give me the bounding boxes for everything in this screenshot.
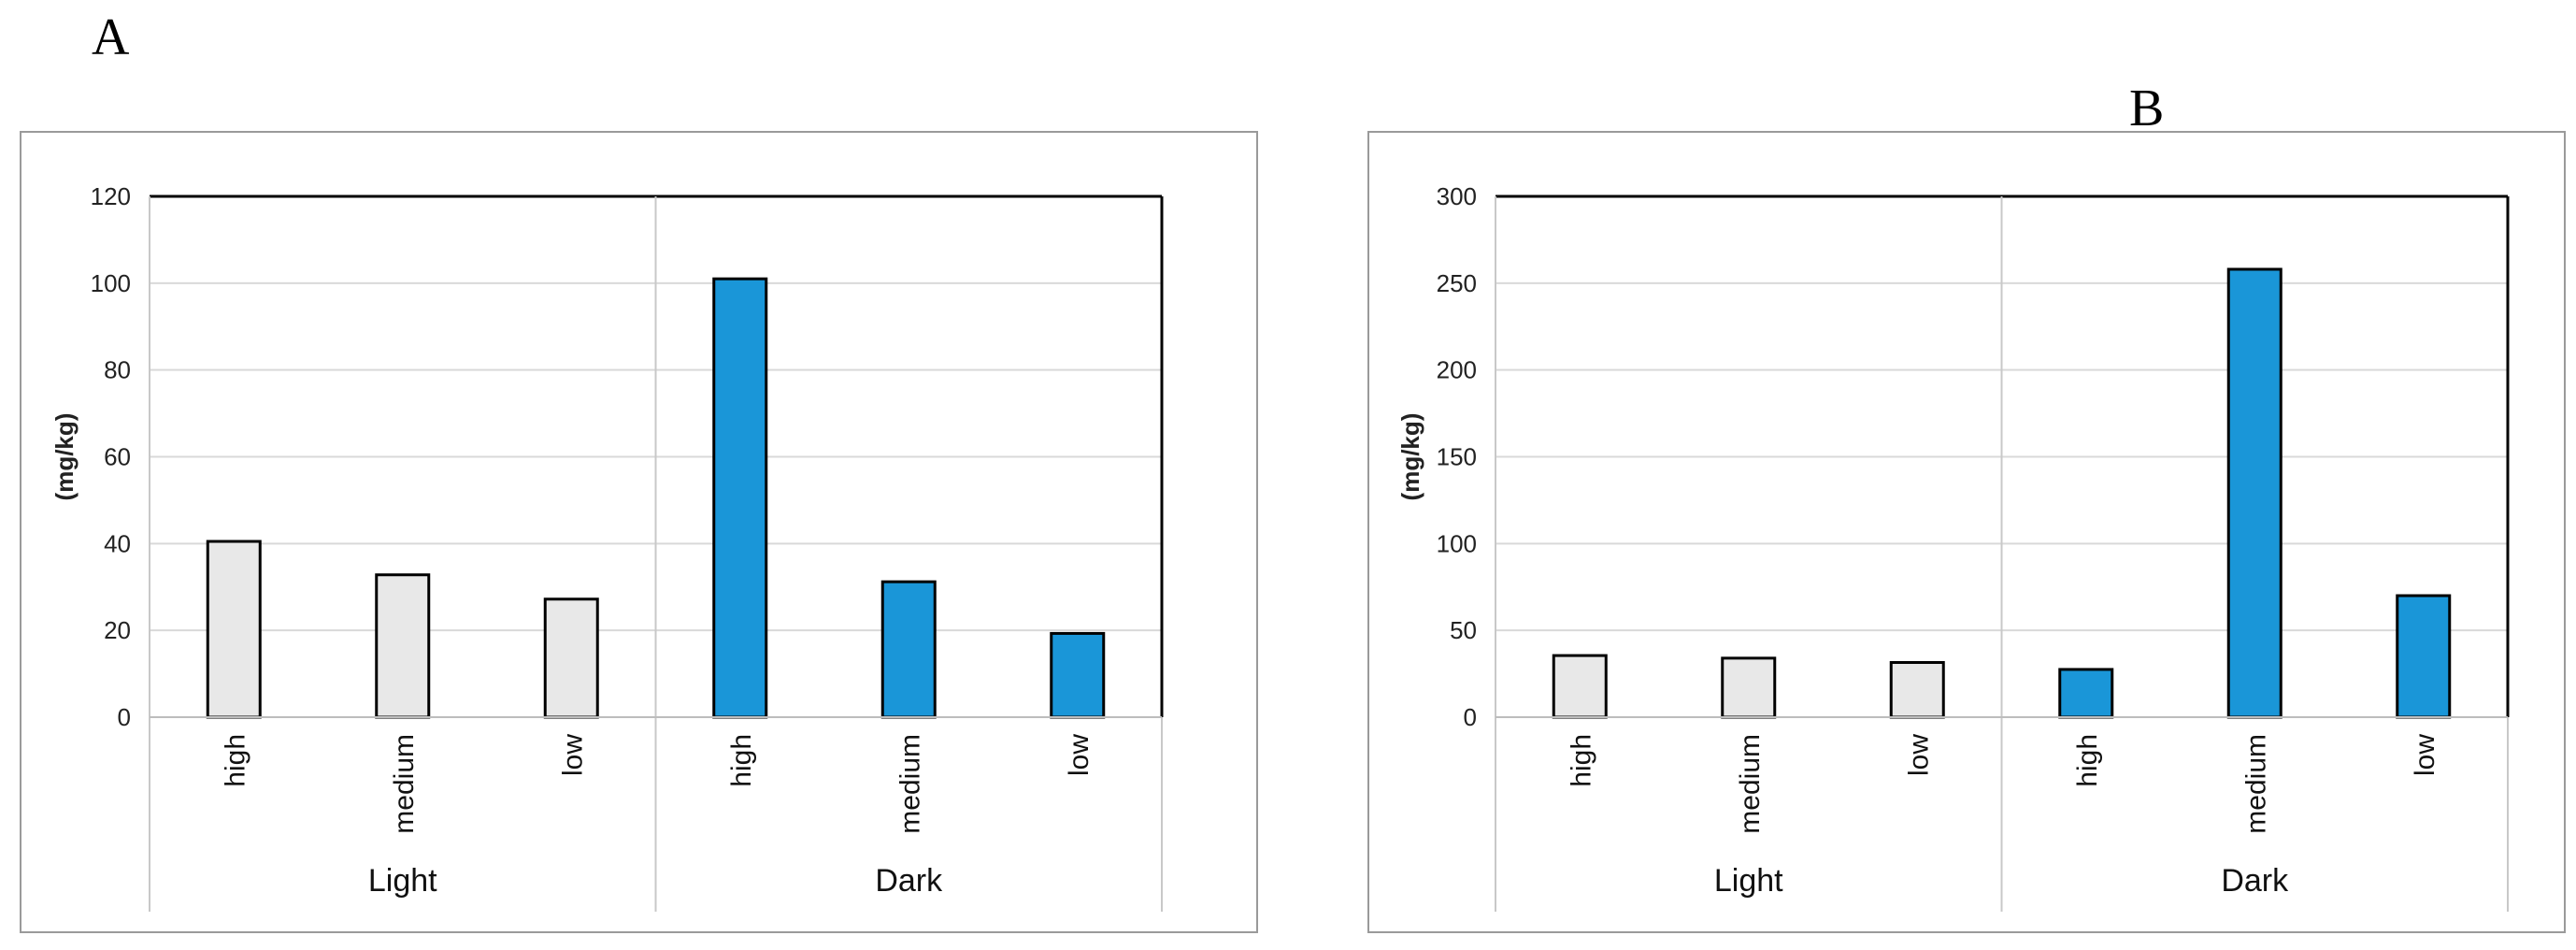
panel-b-letter: B	[2129, 79, 2165, 137]
y-tick-label: 0	[1464, 703, 1477, 731]
y-tick-label: 300	[1437, 182, 1477, 210]
bar-light-high	[206, 540, 262, 719]
y-tick-label: 80	[104, 356, 131, 384]
y-axis-title: (mg/kg)	[50, 413, 79, 501]
x-category-label: medium	[1735, 734, 1766, 834]
x-category-label: high	[220, 734, 250, 787]
bar-dark-low	[2396, 594, 2452, 719]
panel-a-letter: A	[92, 8, 130, 66]
bar-light-low	[1889, 661, 1945, 719]
y-tick-label: 20	[104, 616, 131, 644]
chart-a-frame	[20, 131, 1258, 933]
x-category-label: low	[557, 734, 588, 776]
bar-light-medium	[1721, 656, 1777, 719]
bar-dark-high	[712, 277, 768, 719]
x-group-label: Dark	[2221, 863, 2289, 899]
x-group-label: Light	[368, 863, 437, 899]
y-tick-label: 50	[1450, 616, 1477, 644]
bar-dark-high	[2058, 668, 2114, 719]
bar-light-low	[543, 597, 599, 719]
y-tick-label: 100	[91, 269, 131, 297]
x-category-label: medium	[2240, 734, 2271, 834]
y-tick-label: 120	[91, 182, 131, 210]
bar-dark-medium	[880, 580, 937, 719]
x-category-label: low	[2410, 734, 2440, 776]
x-category-label: medium	[894, 734, 925, 834]
bar-dark-medium	[2226, 267, 2283, 719]
y-tick-label: 200	[1437, 356, 1477, 384]
x-category-label: low	[1064, 734, 1095, 776]
y-tick-label: 100	[1437, 529, 1477, 557]
x-category-label: high	[1566, 734, 1596, 787]
x-category-label: high	[2072, 734, 2103, 787]
x-group-label: Dark	[875, 863, 943, 899]
y-tick-label: 150	[1437, 443, 1477, 471]
bar-light-high	[1552, 654, 1608, 719]
x-category-label: low	[1903, 734, 1934, 776]
y-tick-label: 40	[104, 529, 131, 557]
x-group-label: Light	[1714, 863, 1783, 899]
x-category-label: medium	[389, 734, 420, 834]
x-category-label: high	[726, 734, 757, 787]
y-axis-title: (mg/kg)	[1396, 413, 1424, 501]
y-tick-label: 250	[1437, 269, 1477, 297]
chart-b-frame	[1367, 131, 2566, 933]
y-tick-label: 0	[118, 703, 131, 731]
y-tick-label: 60	[104, 443, 131, 471]
